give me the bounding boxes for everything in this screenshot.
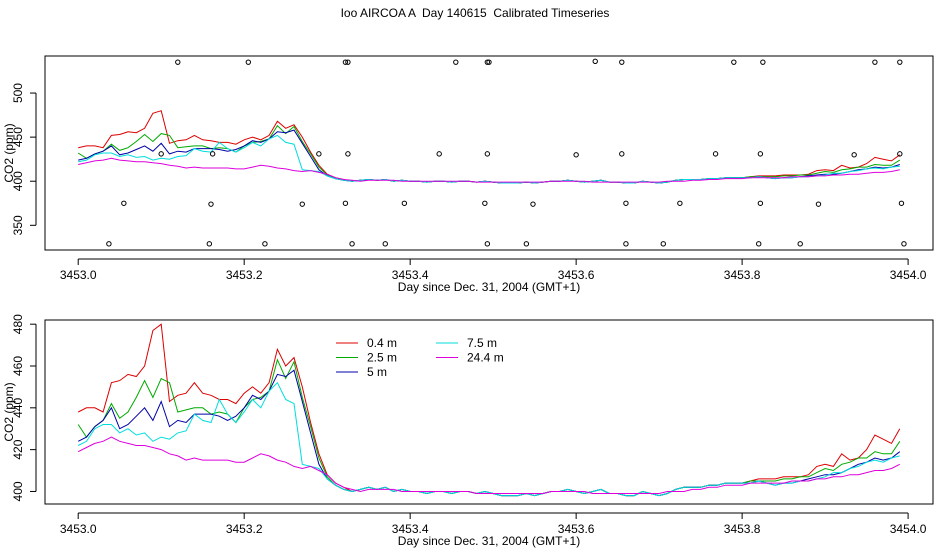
top-x-tick-label: 3453.8 bbox=[724, 268, 761, 282]
calibration-point bbox=[349, 241, 355, 247]
bottom-plot-frame bbox=[44, 319, 934, 505]
calibration-point bbox=[872, 59, 878, 65]
bottom-y-tick-label: 460 bbox=[11, 356, 25, 376]
top-x-tick-label: 3453.6 bbox=[558, 268, 595, 282]
legend-label: 7.5 m bbox=[467, 336, 497, 350]
calibration-point bbox=[484, 151, 491, 157]
calibration-point bbox=[619, 59, 625, 65]
calibration-point bbox=[484, 59, 491, 65]
bottom-x-tick-label: 3453.8 bbox=[724, 522, 761, 536]
calibration-point bbox=[245, 59, 252, 65]
calibration-point bbox=[158, 151, 164, 157]
top-x-tick-label: 3453.4 bbox=[392, 268, 429, 282]
calibration-point bbox=[206, 241, 213, 247]
top-y-tick-label: 350 bbox=[11, 215, 25, 235]
top-y-axis-label: CO2 (ppm) bbox=[2, 123, 16, 182]
calibration-point bbox=[760, 59, 766, 65]
bottom-x-tick-label: 3453.2 bbox=[226, 522, 263, 536]
top-x-tick-label: 3453.2 bbox=[226, 268, 263, 282]
calibration-point bbox=[342, 200, 349, 206]
bottom-series-group bbox=[77, 323, 901, 497]
calibration-point bbox=[342, 59, 349, 65]
legend-label: 0.4 m bbox=[367, 336, 397, 350]
calibration-point bbox=[898, 200, 905, 206]
calibration-point bbox=[382, 241, 388, 247]
calibration-point bbox=[797, 241, 803, 247]
bottom-x-tick-label: 3453.0 bbox=[60, 522, 97, 536]
calibration-point bbox=[530, 201, 536, 207]
calibration-point bbox=[592, 58, 598, 64]
calibration-point bbox=[345, 151, 351, 157]
calibration-point bbox=[482, 200, 488, 206]
bottom-x-tick-label: 3453.4 bbox=[392, 522, 429, 536]
calibration-point bbox=[121, 200, 127, 206]
calibration-point bbox=[851, 152, 857, 158]
bottom-y-tick-label: 440 bbox=[11, 397, 25, 417]
calibration-point bbox=[897, 151, 903, 157]
bottom-x-axis-label: Day since Dec. 31, 2004 (GMT+1) bbox=[398, 534, 580, 548]
bottom-series-line-7-5-m bbox=[77, 381, 900, 497]
bottom-x-tick-label: 3453.6 bbox=[558, 522, 595, 536]
calibration-point bbox=[345, 59, 351, 65]
page-title: Ioo AIRCOA A Day 140615 Calibrated Times… bbox=[340, 6, 610, 20]
calibration-point bbox=[299, 201, 305, 207]
calibration-point bbox=[815, 201, 822, 207]
calibration-point bbox=[623, 200, 629, 206]
calibration-point bbox=[757, 200, 764, 206]
top-series-line-5-m bbox=[78, 129, 900, 184]
calibration-point bbox=[262, 241, 268, 247]
calibration-point bbox=[316, 151, 322, 157]
calibration-point bbox=[619, 151, 625, 157]
calibration-point bbox=[401, 200, 408, 206]
bottom-y-tick-label: 420 bbox=[11, 439, 25, 459]
top-y-tick-label: 500 bbox=[11, 83, 25, 103]
calibration-point bbox=[623, 241, 629, 247]
bottom-y-tick-label: 400 bbox=[11, 481, 25, 501]
bottom-y-tick-label: 480 bbox=[11, 314, 25, 334]
calibration-point bbox=[731, 59, 737, 65]
calibration-point bbox=[486, 59, 492, 65]
bottom-series-line-24-4-m bbox=[77, 436, 901, 494]
calibration-point bbox=[660, 241, 666, 247]
top-plot-frame bbox=[44, 55, 934, 251]
calibration-point bbox=[901, 241, 907, 247]
legend-label: 5 m bbox=[367, 365, 387, 379]
calibration-point bbox=[756, 241, 762, 247]
top-series-line-24-4-m bbox=[78, 157, 900, 183]
calibration-point bbox=[712, 151, 719, 157]
legend-label: 24.4 m bbox=[467, 351, 504, 365]
bottom-series-line-2-5-m bbox=[77, 358, 901, 497]
top-x-tick-label: 3453.0 bbox=[60, 268, 97, 282]
bottom-panel: 3453.0 3453.2 3453.4 3453.6 3453.8 3454.0 Day … bbox=[2, 314, 934, 548]
top-y-tick-label: 400 bbox=[11, 171, 25, 191]
calibration-point bbox=[209, 151, 216, 157]
top-panel: 3453.0 3453.2 3453.4 3453.6 3453.8 3454.0 Day … bbox=[2, 55, 934, 294]
calibration-point bbox=[677, 200, 683, 206]
top-x-axis-label: Day since Dec. 31, 2004 (GMT+1) bbox=[398, 280, 580, 294]
calibration-point bbox=[573, 152, 579, 158]
legend: 0.4 m2.5 m5 m 7.5 m24.4 m bbox=[336, 336, 504, 379]
calibration-point bbox=[436, 151, 442, 157]
calibration-point bbox=[484, 241, 491, 247]
calibration-point bbox=[175, 59, 181, 65]
legend-label: 2.5 m bbox=[367, 351, 397, 365]
calibration-point bbox=[897, 59, 903, 65]
top-x-tick-label: 3454.0 bbox=[890, 268, 927, 282]
calibration-point bbox=[453, 59, 459, 65]
calibration-point bbox=[757, 151, 764, 157]
top-y-tick-label: 450 bbox=[11, 127, 25, 147]
calibration-point bbox=[523, 241, 530, 247]
bottom-x-tick-label: 3454.0 bbox=[890, 522, 927, 536]
top-series-group bbox=[77, 110, 901, 184]
top-series-line-0-4-m bbox=[78, 110, 901, 184]
calibration-point bbox=[208, 201, 214, 207]
bottom-series-line-5-m bbox=[77, 369, 901, 497]
calibration-point bbox=[106, 241, 112, 247]
bottom-y-axis-label: CO2 (ppm) bbox=[2, 382, 16, 441]
